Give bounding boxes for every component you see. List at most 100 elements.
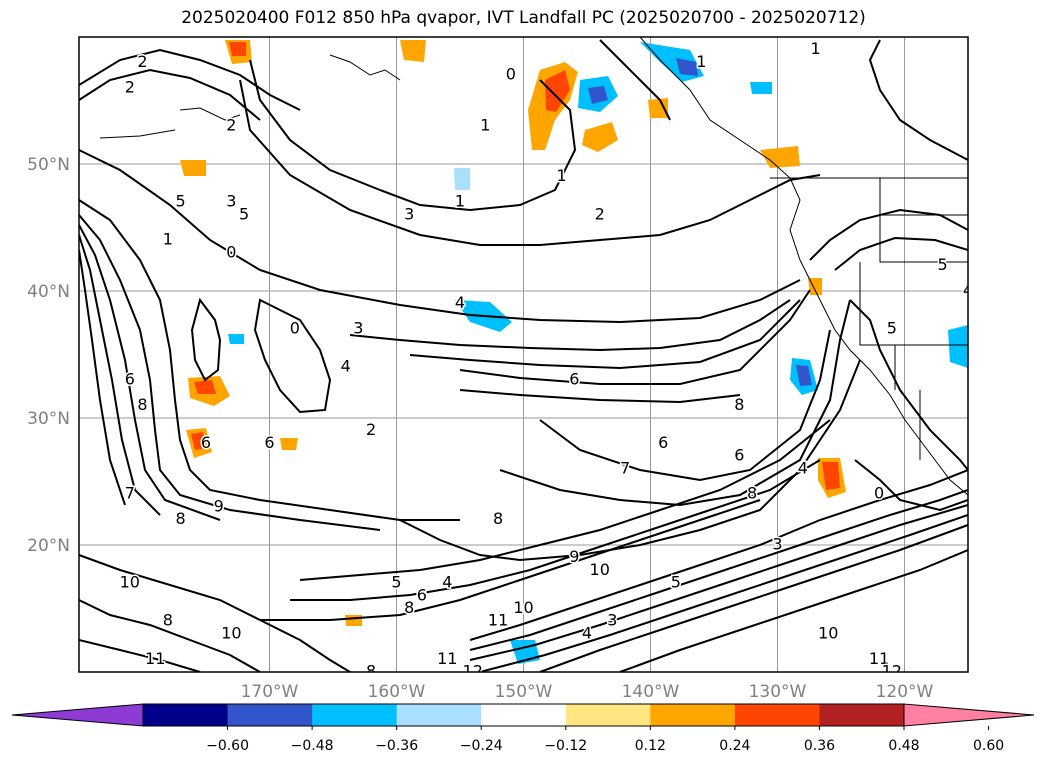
contour-label: 2 bbox=[137, 52, 147, 71]
contour-label: 10 bbox=[818, 623, 838, 642]
contour-label: 5 bbox=[176, 192, 186, 211]
colorbar-segment bbox=[396, 704, 482, 726]
contour-label: 3 bbox=[607, 611, 617, 630]
positive-anomaly-patch bbox=[345, 615, 362, 626]
contour-label: 6 bbox=[734, 446, 744, 465]
latitude-label: 20°N bbox=[27, 536, 70, 556]
positive-anomaly-patch bbox=[280, 438, 298, 450]
latitude-label: 40°N bbox=[27, 282, 70, 302]
negative-anomaly-patch bbox=[750, 82, 772, 94]
colorbar-segment bbox=[819, 704, 905, 726]
contour-label: 1 bbox=[696, 52, 706, 71]
negative-anomaly-patch bbox=[948, 325, 968, 368]
latitude-label: 50°N bbox=[27, 155, 70, 175]
longitude-label: 170°W bbox=[241, 682, 299, 702]
colorbar-segment bbox=[312, 704, 398, 726]
positive-anomaly-patch bbox=[582, 122, 618, 152]
strong-positive-anomaly-patch bbox=[822, 462, 840, 490]
positive-anomaly-patch bbox=[400, 40, 426, 62]
contour-label: 11 bbox=[869, 649, 889, 668]
contour-label: 9 bbox=[988, 623, 998, 642]
strong-positive-anomaly-patch bbox=[229, 42, 246, 56]
contour-label: 8 bbox=[137, 395, 147, 414]
latitude-label: 30°N bbox=[27, 409, 70, 429]
map-border bbox=[78, 36, 969, 673]
contour-label: 1 bbox=[811, 39, 821, 58]
contour-label: 1 bbox=[557, 166, 567, 185]
contour-label: 8 bbox=[366, 662, 376, 681]
positive-anomaly-patch bbox=[648, 98, 668, 118]
map-title: 2025020400 F012 850 hPa qvapor, IVT Land… bbox=[181, 8, 866, 28]
contour-label: 12 bbox=[463, 662, 483, 681]
contour-label: 1 bbox=[455, 192, 465, 211]
contour-label: 10 bbox=[590, 560, 610, 579]
contour-label: 9 bbox=[214, 496, 224, 515]
qvapor-contours bbox=[79, 39, 968, 672]
contour-label: 1 bbox=[163, 230, 173, 249]
colorbar-tick-label: −0.24 bbox=[460, 738, 503, 754]
contour-label: 0 bbox=[988, 446, 998, 465]
contour-label: 3 bbox=[353, 319, 363, 338]
contour-label: 0 bbox=[226, 242, 236, 261]
contour-label: 8 bbox=[734, 395, 744, 414]
contour-label: 6 bbox=[264, 433, 274, 452]
contour-label: 0 bbox=[290, 319, 300, 338]
contour-label: 4 bbox=[963, 281, 973, 300]
contour-label: 11 bbox=[145, 649, 165, 668]
contour-label: 0 bbox=[874, 484, 884, 503]
colorbar-frame bbox=[142, 703, 905, 727]
strong-negative-anomaly-patch bbox=[588, 86, 608, 104]
contour-label: 4 bbox=[341, 357, 351, 376]
contour-label: 3 bbox=[772, 535, 782, 554]
colorbar-extend-low bbox=[11, 703, 144, 727]
longitude-label: 120°W bbox=[876, 682, 934, 702]
contour-label: 5 bbox=[887, 319, 897, 338]
contour-label: 8 bbox=[176, 509, 186, 528]
colorbar-extend-high bbox=[903, 703, 1035, 727]
longitude-label: 130°W bbox=[749, 682, 807, 702]
contour-label: 12 bbox=[196, 687, 216, 706]
colorbar-segment bbox=[565, 704, 651, 726]
contour-label: 10 bbox=[221, 623, 241, 642]
contour-label: 9 bbox=[569, 547, 579, 566]
contour-label: 12 bbox=[882, 662, 902, 681]
contour-label: 6 bbox=[569, 369, 579, 388]
contour-label: 6 bbox=[125, 369, 135, 388]
contour-label: 8 bbox=[163, 611, 173, 630]
colorbar-segment bbox=[143, 704, 229, 726]
strong-positive-anomaly-patch bbox=[191, 432, 206, 450]
colorbar-tick-label: −0.48 bbox=[291, 738, 334, 754]
colorbar-segment bbox=[734, 704, 820, 726]
contour-label: 4 bbox=[442, 573, 452, 592]
colorbar-segment bbox=[650, 704, 736, 726]
latitude-labels: 50°N 40°N 30°N 20°N bbox=[27, 155, 70, 556]
contour-label: 6 bbox=[658, 433, 668, 452]
positive-anomaly-patch bbox=[760, 146, 800, 168]
contour-label: 13 bbox=[691, 687, 711, 706]
contour-label: 8 bbox=[404, 598, 414, 617]
colorbar-tick-label: 0.24 bbox=[719, 738, 750, 754]
contour-label: 11 bbox=[488, 611, 508, 630]
longitude-label: 160°W bbox=[368, 682, 426, 702]
contour-label: 4 bbox=[798, 458, 808, 477]
colorbar-segment bbox=[227, 704, 313, 726]
colorbar-tick-label: −0.36 bbox=[375, 738, 418, 754]
strong-positive-anomaly-patch bbox=[194, 380, 216, 394]
longitude-labels: 170°W 160°W 150°W 140°W 130°W 120°W bbox=[241, 682, 934, 702]
contour-label: 10 bbox=[513, 598, 533, 617]
weak-negative-anomaly-patch bbox=[454, 168, 470, 190]
contour-label: 11 bbox=[437, 649, 457, 668]
contour-label: 4 bbox=[582, 623, 592, 642]
contour-label: 13 bbox=[424, 674, 444, 693]
longitude-label: 140°W bbox=[622, 682, 680, 702]
contour-label: 8 bbox=[493, 509, 503, 528]
negative-anomaly-patch bbox=[228, 334, 244, 344]
colorbar-tick-label: −0.12 bbox=[544, 738, 587, 754]
longitude-label: 150°W bbox=[495, 682, 553, 702]
contour-label: 5 bbox=[671, 573, 681, 592]
contour-label: 10 bbox=[120, 573, 140, 592]
positive-anomaly-patch bbox=[180, 160, 206, 176]
contour-label: 7 bbox=[125, 484, 135, 503]
